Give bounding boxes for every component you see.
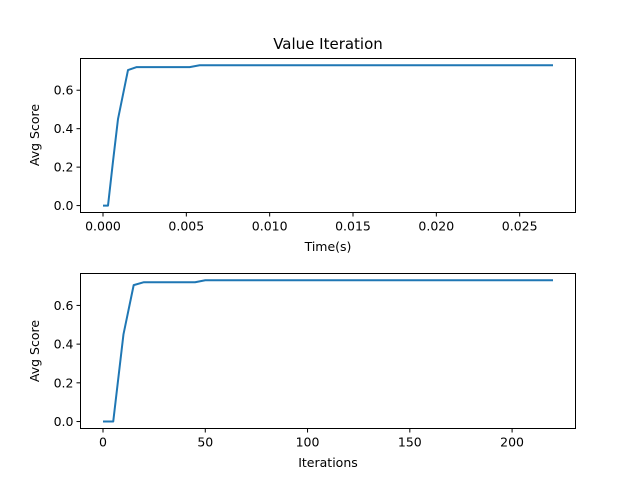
subplot-time: Value Iteration Time(s) Avg Score 0.000 0…: [27, 35, 576, 254]
subplot-iterations: Iterations Avg Score 0 50 100 150 2000.00.20…: [27, 273, 576, 470]
axes-frame: [80, 273, 576, 429]
x-tick-label: 0.010: [252, 219, 288, 234]
x-tick-label: 200: [500, 435, 524, 450]
plot-area: [103, 64, 553, 207]
series-line: [103, 279, 553, 423]
x-tick-label: 0: [99, 435, 107, 450]
y-tick-label: 0.2: [54, 160, 74, 175]
y-tick-label: 0.4: [54, 337, 74, 352]
y-axis-label: Avg Score: [27, 320, 42, 382]
x-tick-label: 0.025: [502, 219, 538, 234]
x-tick-label: 150: [398, 435, 422, 450]
x-tick-label: 0.015: [335, 219, 371, 234]
y-tick-label: 0.4: [54, 121, 74, 136]
plot-area: [103, 279, 553, 423]
x-axis-label: Iterations: [298, 455, 358, 470]
y-tick-label: 0.6: [54, 83, 74, 98]
y-tick-label: 0.2: [54, 375, 74, 390]
x-tick-label: 0.000: [85, 219, 121, 234]
y-axis-label: Avg Score: [27, 104, 42, 166]
y-tick-label: 0.6: [54, 298, 74, 313]
axes-frame: [80, 58, 576, 213]
x-tick-label: 0.005: [168, 219, 204, 234]
x-tick-label: 0.020: [418, 219, 454, 234]
x-tick-label: 100: [296, 435, 320, 450]
tick-group: 0.000 0.005 0.010 0.015 0.020 0.025 0.0 0.2 0.4 0…: [54, 83, 538, 234]
x-tick-label: 50: [197, 435, 213, 450]
y-tick-label: 0.0: [54, 414, 74, 429]
series-line: [103, 64, 553, 207]
x-axis-label: Time(s): [304, 239, 352, 254]
chart-title: Value Iteration: [273, 35, 383, 53]
tick-group: 0 50 100 150 200 0.0 0.2 0.4 0.6: [54, 298, 524, 450]
y-tick-label: 0.0: [54, 198, 74, 213]
